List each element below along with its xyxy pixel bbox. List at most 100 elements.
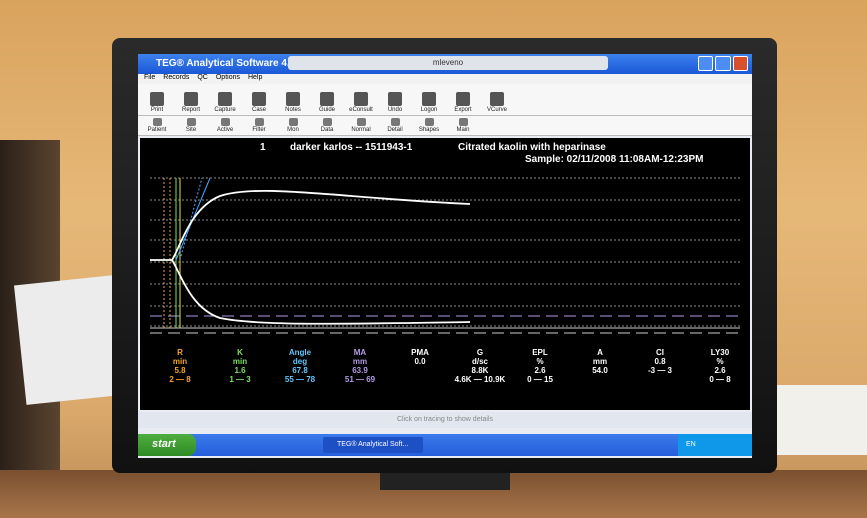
button-label: Guide	[318, 107, 335, 113]
button-label: Patient	[147, 127, 167, 133]
window-buttons	[698, 56, 748, 71]
parameter: PMA 0.0	[390, 348, 450, 408]
toolbar-button[interactable]: Capture	[210, 84, 240, 115]
button-label: Logon	[420, 107, 438, 113]
toolbar-button[interactable]: VCurve	[482, 84, 512, 115]
parameter-range: 0 — 15	[527, 375, 553, 384]
taskbar-item[interactable]: TEG® Analytical Soft...	[323, 437, 423, 453]
screen: TEG® Analytical Software 4.2.3 mleveno F…	[138, 54, 752, 458]
parameter-name: PMA	[411, 348, 429, 357]
toolbar-button[interactable]: Undo	[380, 84, 410, 115]
button-label: Detail	[387, 127, 403, 133]
parameter-name: G	[476, 348, 484, 357]
toolbar-button[interactable]: Case	[244, 84, 274, 115]
parameter-value: 0.0	[414, 357, 426, 366]
toolbar-button[interactable]: Detail	[380, 116, 410, 135]
parameter-name: LY30	[710, 348, 730, 357]
language: EN	[686, 441, 696, 448]
menu-item[interactable]: QC	[197, 74, 208, 81]
button-label: Undo	[387, 107, 403, 113]
tracing[interactable]	[140, 138, 750, 410]
icon	[150, 92, 164, 106]
icon	[186, 118, 196, 126]
icon	[490, 92, 504, 106]
parameter-value: 63.9	[352, 366, 368, 375]
parameter-range: 1 — 3	[229, 375, 251, 384]
menu-item[interactable]: File	[144, 74, 156, 81]
button-label: Capture	[214, 107, 236, 113]
toolbar-button[interactable]: Active	[210, 116, 240, 135]
sample-time: Sample: 02/11/2008 11:08AM-12:23PM	[525, 154, 704, 165]
status-bar: Click on tracing to show details	[138, 412, 752, 428]
parameter-unit: min	[172, 357, 188, 366]
monitor-stand	[380, 470, 510, 490]
icon	[458, 118, 468, 126]
toolbar-button[interactable]: Print	[142, 84, 172, 115]
parameter-range: 2 — 8	[169, 375, 191, 384]
icon	[218, 92, 232, 106]
menu-item[interactable]: Help	[247, 74, 263, 81]
channel: 1	[260, 142, 266, 153]
button-label: Export	[454, 107, 472, 113]
icon	[322, 118, 332, 126]
button-label: Print	[150, 107, 164, 113]
button-label: Active	[216, 127, 234, 133]
browser-tab[interactable]: mleveno	[288, 56, 608, 70]
toolbar-button[interactable]: Mon	[278, 116, 308, 135]
toolbar-button[interactable]: Main	[448, 116, 478, 135]
toolbar-button[interactable]: Data	[312, 116, 342, 135]
parameter-unit: d/sc	[471, 357, 488, 366]
button-label: Mon	[287, 127, 299, 133]
parameter-value: 2.6	[714, 366, 726, 375]
button-label: Filter	[252, 127, 266, 133]
taskbar: start TEG® Analytical Soft... EN	[138, 434, 752, 456]
button-label: VCurve	[486, 107, 507, 113]
icon	[320, 92, 334, 106]
parameter: MA mm 63.9 51 — 69	[330, 348, 390, 408]
start-button[interactable]: start	[138, 434, 196, 456]
icon	[286, 92, 300, 106]
toolbar-button[interactable]: Shapes	[414, 116, 444, 135]
parameter-unit: %	[716, 357, 724, 366]
menu-item[interactable]: Records	[163, 74, 190, 81]
parameter-range: -3 — 3	[647, 366, 672, 375]
toolbar-button[interactable]: Filter	[244, 116, 274, 135]
close[interactable]	[732, 56, 748, 71]
toolbar-button[interactable]: Export	[448, 84, 478, 115]
icon	[254, 118, 264, 126]
toolbar-button[interactable]: eConsult	[346, 84, 376, 115]
parameter-value: 1.6	[234, 366, 246, 375]
parameter-range: 55 — 78	[284, 375, 316, 384]
parameter-unit: mm	[352, 357, 368, 366]
parameter-name: R	[177, 348, 183, 357]
toolbar-button[interactable]: Site	[176, 116, 206, 135]
menu-item[interactable]: Options	[215, 74, 240, 81]
button-label: Notes	[285, 107, 301, 113]
minimize[interactable]	[698, 56, 714, 71]
toolbar-button[interactable]: Logon	[414, 84, 444, 115]
maximize[interactable]	[715, 56, 731, 71]
patient: darker karlos -- 1511943-1	[290, 142, 413, 153]
toolbar-button[interactable]: Normal	[346, 116, 376, 135]
icon	[252, 92, 266, 106]
parameter-value: 8.8K	[471, 366, 489, 375]
icon	[184, 92, 198, 106]
toolbar-button[interactable]: Report	[176, 84, 206, 115]
title-bar: TEG® Analytical Software 4.2.3 mleveno	[138, 54, 752, 74]
button-label: Case	[251, 107, 266, 113]
toolbar-button[interactable]: Guide	[312, 84, 342, 115]
button-label: Report	[181, 107, 200, 113]
parameter-unit: min	[232, 357, 248, 366]
toolbar-button[interactable]: Notes	[278, 84, 308, 115]
parameter-value: 2.6	[534, 366, 546, 375]
toolbar: Print Report Capture Case Notes Guide eConsult…	[138, 84, 752, 116]
toolbar-button[interactable]: Patient	[142, 116, 172, 135]
icon	[422, 92, 436, 106]
parameter-value: 54.0	[592, 366, 608, 375]
icon	[424, 118, 434, 126]
parameter-value: 67.8	[292, 366, 308, 375]
